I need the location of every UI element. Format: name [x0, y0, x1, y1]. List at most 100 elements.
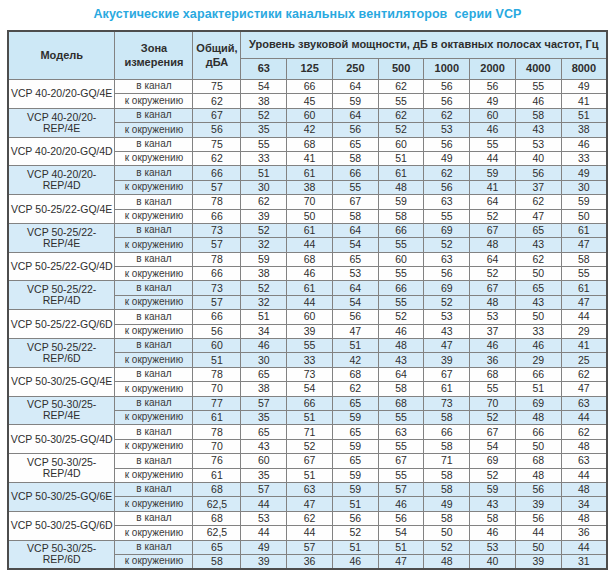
level-value: 56: [378, 511, 424, 525]
level-value: 47: [378, 554, 424, 569]
table-row: VCP 50-25/22-REP/4Dв канал73526164666967…: [8, 281, 607, 295]
level-value: 64: [332, 80, 378, 94]
table-row: VCP 50-25/22-REP/6Dв канал60465551484746…: [8, 339, 607, 353]
level-value: 47: [515, 209, 561, 223]
level-value: 55: [378, 295, 424, 309]
level-value: 52: [378, 310, 424, 324]
total-dba-value: 78: [193, 195, 241, 209]
level-value: 53: [241, 511, 287, 525]
level-value: 55: [424, 209, 470, 223]
model-name: VCP 50-30/25-REP/4D: [8, 454, 115, 483]
level-value: 59: [241, 252, 287, 266]
level-value: 68: [515, 454, 561, 468]
level-value: 49: [470, 94, 516, 108]
total-dba-value: 51: [193, 353, 241, 367]
level-value: 53: [424, 310, 470, 324]
level-value: 49: [241, 540, 287, 554]
model-name: VCP 50-25/22-GQ/4E: [8, 195, 115, 224]
total-dba-value: 61: [193, 468, 241, 482]
column-header-freq-125: 125: [287, 59, 333, 80]
level-value: 64: [332, 281, 378, 295]
level-value: 62: [378, 108, 424, 122]
level-value: 61: [424, 382, 470, 396]
level-value: 56: [424, 180, 470, 194]
level-value: 30: [241, 180, 287, 194]
level-value: 61: [287, 281, 333, 295]
model-name: VCP 50-25/22-GQ/4D: [8, 252, 115, 281]
level-value: 64: [332, 223, 378, 237]
level-value: 56: [515, 511, 561, 525]
level-value: 47: [424, 339, 470, 353]
level-value: 54: [287, 382, 333, 396]
level-value: 51: [241, 310, 287, 324]
level-value: 61: [287, 166, 333, 180]
zone-label: к окружению: [115, 410, 193, 424]
level-value: 52: [287, 439, 333, 453]
level-value: 38: [241, 382, 287, 396]
model-name: VCP 50-25/22-GQ/6D: [8, 310, 115, 339]
level-value: 51: [287, 410, 333, 424]
column-header-total: Общий, дБА: [193, 31, 241, 80]
level-value: 62: [515, 195, 561, 209]
level-value: 60: [287, 108, 333, 122]
level-value: 38: [241, 94, 287, 108]
zone-label: в канал: [115, 310, 193, 324]
total-dba-value: 57: [193, 295, 241, 309]
table-row: VCP 50-30/25-GQ/6Dв канал685362565658585…: [8, 511, 607, 525]
level-value: 46: [515, 339, 561, 353]
level-value: 51: [241, 166, 287, 180]
level-value: 63: [561, 396, 607, 410]
level-value: 30: [561, 180, 607, 194]
level-value: 55: [561, 267, 607, 281]
zone-label: к окружению: [115, 94, 193, 108]
level-value: 32: [241, 238, 287, 252]
total-dba-value: 56: [193, 324, 241, 338]
level-value: 65: [332, 137, 378, 151]
total-dba-value: 67: [193, 108, 241, 122]
level-value: 61: [378, 166, 424, 180]
column-header-freq-63: 63: [241, 59, 287, 80]
level-value: 48: [378, 339, 424, 353]
zone-label: в канал: [115, 454, 193, 468]
level-value: 58: [561, 252, 607, 266]
level-value: 66: [515, 425, 561, 439]
level-value: 54: [241, 80, 287, 94]
page-title: Акустические характеристики канальных ве…: [0, 0, 615, 21]
table-row: VCP 50-25/22-GQ/4Eв канал786270675963646…: [8, 195, 607, 209]
level-value: 60: [378, 252, 424, 266]
level-value: 56: [332, 511, 378, 525]
level-value: 63: [287, 482, 333, 496]
total-dba-value: 56: [193, 123, 241, 137]
level-value: 55: [470, 137, 516, 151]
level-value: 52: [332, 526, 378, 540]
model-name: VCP 40-20/20-GQ/4D: [8, 137, 115, 166]
level-value: 60: [241, 454, 287, 468]
level-value: 66: [378, 223, 424, 237]
level-value: 51: [378, 540, 424, 554]
column-header-spl: Уровень звуковой мощности, дБ в октавных…: [241, 31, 607, 59]
level-value: 60: [378, 137, 424, 151]
level-value: 62: [241, 195, 287, 209]
level-value: 59: [470, 482, 516, 496]
level-value: 39: [287, 324, 333, 338]
level-value: 51: [332, 497, 378, 511]
level-value: 65: [332, 252, 378, 266]
level-value: 64: [378, 367, 424, 381]
level-value: 46: [470, 339, 516, 353]
model-name: VCP 40-20/20-REP/4D: [8, 166, 115, 195]
level-value: 47: [561, 295, 607, 309]
total-dba-value: 66: [193, 209, 241, 223]
level-value: 63: [424, 252, 470, 266]
level-value: 66: [332, 166, 378, 180]
level-value: 33: [515, 324, 561, 338]
zone-label: к окружению: [115, 324, 193, 338]
column-header-freq-4000: 4000: [515, 59, 561, 80]
level-value: 65: [332, 425, 378, 439]
level-value: 44: [241, 526, 287, 540]
column-header-freq-250: 250: [332, 59, 378, 80]
level-value: 65: [515, 281, 561, 295]
zone-label: в канал: [115, 425, 193, 439]
level-value: 62: [332, 382, 378, 396]
total-dba-value: 78: [193, 425, 241, 439]
level-value: 39: [424, 353, 470, 367]
